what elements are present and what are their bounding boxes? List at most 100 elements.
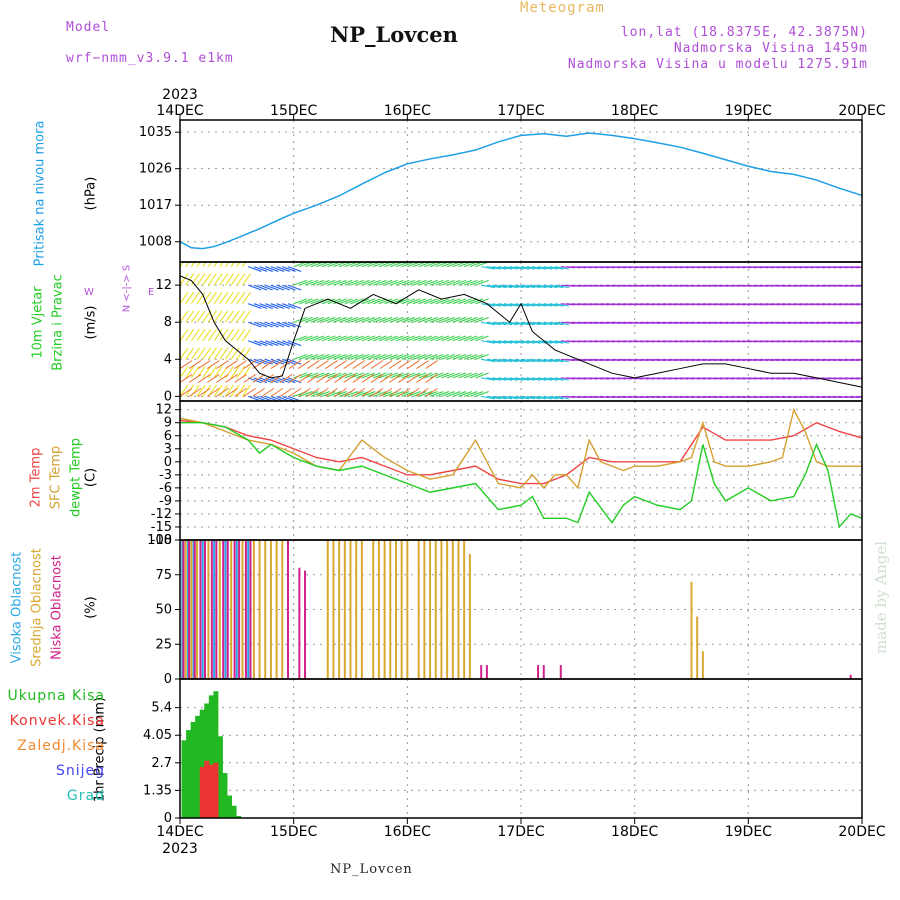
y-tick-label: 1.35	[143, 783, 172, 798]
wind-barb	[425, 374, 438, 383]
wind-barb	[333, 335, 347, 342]
wind-barb	[373, 298, 387, 305]
wind-barb	[265, 266, 279, 272]
wind-barb	[526, 340, 541, 344]
wind-barb	[555, 358, 569, 363]
wind-barb	[492, 377, 507, 381]
temp-2m-line	[179, 419, 863, 485]
legend-frozen-rain: Zaledj.Kisa	[17, 738, 105, 754]
wind-barb	[219, 273, 229, 286]
wind-barb	[259, 303, 273, 310]
wind-barb	[196, 310, 206, 323]
wind-barb	[180, 360, 193, 369]
wind-barb	[282, 377, 296, 384]
wind-barb	[515, 377, 530, 381]
wind-barb	[498, 303, 513, 307]
wind-barb	[549, 266, 564, 270]
wind-barb	[288, 374, 302, 383]
wind-barb	[297, 374, 311, 383]
wind-barb	[373, 279, 387, 286]
wind-barb	[469, 353, 484, 360]
x-tick-label-bottom: 16DEC	[384, 824, 431, 840]
wind-barb	[270, 340, 285, 347]
wind-barb	[429, 316, 444, 323]
wind-barb	[344, 298, 359, 305]
wind-barb	[418, 335, 433, 342]
year-label-bottom: 2023	[162, 841, 198, 857]
wind-barb	[520, 358, 535, 363]
year-label-top: 2023	[162, 87, 198, 103]
wind-barb	[492, 395, 507, 400]
wind-barb	[475, 391, 489, 397]
wind-barb	[469, 298, 484, 305]
wind-barb	[532, 377, 547, 381]
wind-barb	[509, 284, 524, 289]
wind-barb	[265, 340, 279, 347]
wind-barb	[282, 340, 296, 347]
precip-conv-bar	[199, 766, 205, 818]
wind-barb	[190, 262, 196, 267]
x-tick-label-top: 15DEC	[270, 103, 317, 119]
wind-barb	[219, 328, 229, 342]
wind-barb	[492, 358, 507, 363]
wind-barb	[503, 377, 518, 381]
wind-barb	[458, 279, 472, 286]
wind-barb	[861, 359, 862, 360]
wind-barb	[288, 360, 302, 369]
pressure-line	[179, 132, 863, 250]
wind-barb	[361, 298, 376, 305]
wind-barb	[503, 340, 518, 344]
wind-barb	[185, 310, 195, 323]
wind-barb	[390, 391, 404, 397]
wind-barb	[390, 372, 404, 379]
wind-barb	[185, 384, 195, 397]
wind-barb	[543, 284, 558, 289]
wind-barb	[253, 377, 268, 384]
wind-barb	[509, 358, 524, 363]
wind-barb	[532, 358, 547, 363]
wind-barb	[207, 366, 217, 379]
wind-barb	[327, 316, 342, 323]
wind-barb	[388, 360, 402, 369]
precip-conv-bar	[213, 762, 219, 818]
wind-barb	[446, 298, 461, 305]
wind-barb	[207, 291, 217, 305]
wind-barb	[338, 316, 353, 323]
y-tick-label: -18	[151, 533, 172, 548]
wind-barb	[520, 377, 535, 381]
wind-barb	[321, 335, 336, 342]
wind-barb	[355, 335, 370, 342]
wind-barb	[469, 335, 484, 342]
wind-barb	[282, 284, 296, 291]
wind-barb	[180, 262, 184, 267]
wind-barb	[555, 340, 569, 344]
wind-barb	[219, 347, 229, 360]
y-tick-label: 75	[155, 568, 172, 583]
wind-barb	[259, 377, 273, 384]
wind-barb	[367, 279, 381, 286]
wind-barb	[299, 372, 313, 379]
wind-barb	[299, 391, 313, 397]
wind-barb	[213, 310, 223, 323]
wind-barb	[338, 353, 353, 360]
wind-barb	[270, 360, 284, 369]
wind-barb	[463, 391, 478, 397]
wind-barb	[532, 340, 547, 344]
wind-barb	[515, 284, 530, 289]
wind-barb	[352, 374, 366, 383]
wind-barb	[316, 335, 330, 342]
wind-barb	[549, 284, 564, 289]
panel-frame	[179, 400, 863, 541]
wind-barb	[276, 284, 290, 291]
wind-barb	[555, 303, 569, 307]
wind-barb	[321, 316, 336, 323]
wind-barb	[498, 284, 513, 289]
wind-barb	[856, 284, 862, 287]
wind-barb	[225, 273, 234, 286]
wind-barb	[856, 340, 862, 342]
wind-barb	[188, 387, 202, 397]
wind-barb	[549, 321, 564, 326]
wind-barb	[412, 353, 427, 360]
wind-barb	[321, 298, 336, 305]
legend-convective-rain: Konvek.Kisa	[9, 713, 105, 729]
